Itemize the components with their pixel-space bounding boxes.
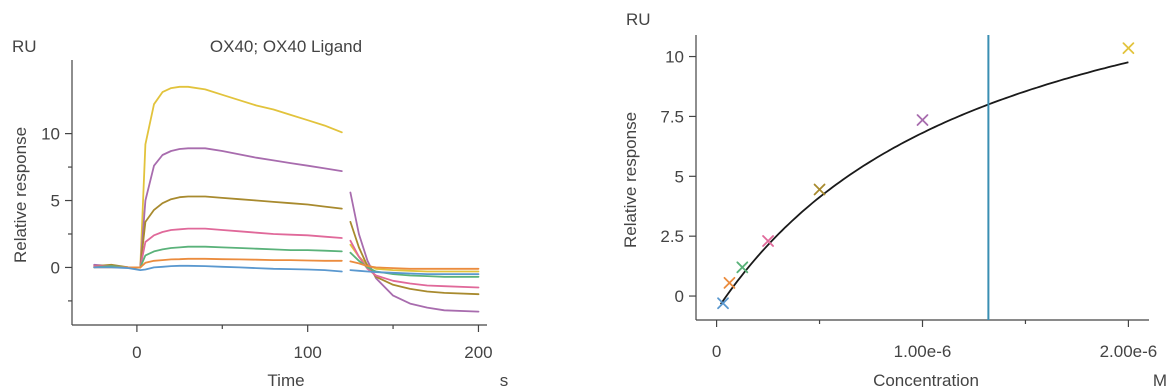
right-y-tick-label: 7.5 — [660, 107, 684, 126]
right-y-tick-label: 10 — [665, 48, 684, 67]
sensorgram-curve — [93, 264, 480, 275]
right-x-tick-label: 2.00e-6 — [1100, 342, 1158, 361]
right-y-tick-label: 0 — [675, 287, 684, 306]
affinity-chart: RU Relative response Concentration M 0 1.… — [621, 10, 1167, 390]
left-x-axis-title: Time — [267, 371, 304, 390]
right-y-unit: RU — [626, 10, 651, 29]
left-y-unit: RU — [12, 37, 37, 56]
left-x-tick-label: 100 — [293, 343, 321, 362]
data-point-marker — [736, 261, 749, 274]
sensorgram-curve — [93, 147, 480, 313]
left-y-axis-title: Relative response — [11, 127, 30, 263]
marker-stroke — [717, 297, 729, 310]
marker-stroke — [723, 276, 736, 289]
left-ticks: 0 100 200 0 5 10 — [41, 125, 493, 362]
data-point-marker — [1122, 42, 1135, 55]
left-chart-title: OX40; OX40 Ligand — [210, 37, 362, 56]
data-point-marker — [813, 183, 826, 196]
marker-stroke — [736, 261, 749, 274]
sensorgram-curve — [93, 195, 480, 296]
marker-stroke — [916, 114, 929, 126]
data-point-marker — [723, 276, 736, 289]
sensorgram-curve — [93, 85, 480, 273]
right-fit-group — [719, 35, 1129, 320]
left-x-unit: s — [500, 371, 509, 390]
left-x-tick-label: 200 — [464, 343, 492, 362]
right-y-tick-label: 5 — [675, 167, 684, 186]
right-y-axis-title: Relative response — [621, 112, 640, 248]
sensorgram-curve — [93, 257, 480, 270]
left-y-tick-label: 5 — [51, 192, 60, 211]
right-x-axis-title: Concentration — [873, 371, 979, 390]
sensorgram-chart: RU OX40; OX40 Ligand Relative response T… — [11, 37, 509, 390]
left-y-tick-label: 10 — [41, 125, 60, 144]
left-x-tick-label: 0 — [132, 343, 141, 362]
data-point-marker — [916, 114, 929, 126]
marker-stroke — [1122, 42, 1135, 55]
data-point-marker — [762, 235, 774, 247]
sensorgram-curve — [93, 227, 480, 289]
right-points-group — [717, 42, 1135, 310]
right-ticks: 0 1.00e-6 2.00e-6 0 2.5 5 7.5 10 — [660, 48, 1157, 361]
left-y-tick-label: 0 — [51, 258, 60, 277]
fit-curve — [719, 61, 1129, 305]
right-y-tick-label: 2.5 — [660, 227, 684, 246]
right-x-unit: M — [1153, 371, 1167, 390]
marker-stroke — [762, 235, 774, 247]
right-x-tick-label: 1.00e-6 — [894, 342, 952, 361]
data-point-marker — [717, 297, 729, 310]
right-x-tick-label: 0 — [712, 342, 721, 361]
marker-stroke — [813, 183, 826, 196]
left-series-group — [93, 85, 480, 313]
